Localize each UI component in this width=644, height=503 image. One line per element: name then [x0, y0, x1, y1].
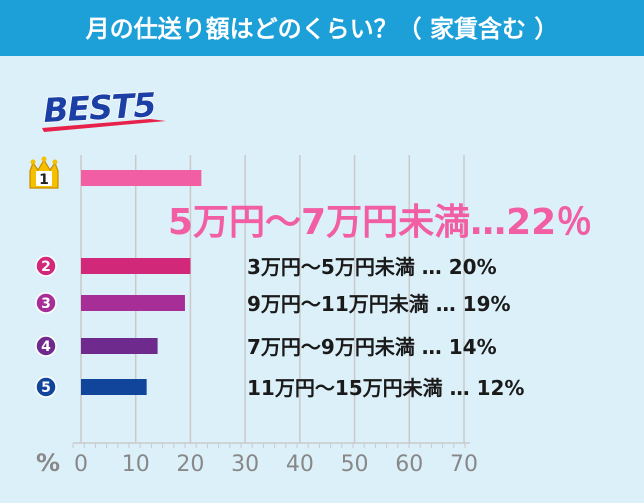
chart-title: 月の仕送り額はどのくらい？（ 家賃含む ）: [85, 15, 559, 43]
crown-icon: 1: [29, 156, 59, 189]
numbered-circle-icon: [35, 292, 57, 314]
x-tick-label: 60: [395, 452, 423, 477]
bar: [81, 379, 147, 395]
bar: [81, 338, 158, 354]
bar: [81, 295, 185, 311]
x-tick-label: 30: [231, 452, 259, 477]
x-axis-label: %: [36, 449, 60, 477]
title-banner: [0, 0, 644, 56]
x-tick-label: 50: [341, 452, 369, 477]
rank-markers: 1 2 3 4 5: [29, 156, 59, 398]
best5-underline: [42, 119, 166, 132]
rank-badge: 5: [35, 376, 57, 398]
x-tick-label: 10: [122, 452, 150, 477]
rank-badge: 3: [35, 292, 57, 314]
value-label: 7万円～9万円未満 … 14%: [247, 335, 497, 359]
x-tick-label: 70: [450, 452, 478, 477]
x-axis-ticks: 0 10 20 30 40 50 60 70: [74, 452, 478, 477]
bars: [81, 170, 202, 395]
rank-badge: 2: [35, 255, 57, 277]
best5-badge: BEST5: [42, 84, 166, 132]
top-value-label: 5万円～7万円未満…22％: [168, 202, 592, 243]
numbered-circle-icon: [35, 335, 57, 357]
value-label: 9万円～11万円未満 … 19%: [247, 292, 511, 316]
best5-label: BEST5: [42, 85, 156, 130]
rank-number: 5: [41, 380, 51, 396]
numbered-circle-icon: [35, 255, 57, 277]
value-label: 3万円～5万円未満 … 20%: [247, 255, 497, 279]
x-tick-label: 20: [176, 452, 204, 477]
bar: [81, 170, 202, 186]
bar: [81, 258, 191, 274]
value-label: 11万円～15万円未満 … 12%: [247, 376, 524, 400]
plot-background: [0, 56, 644, 503]
numbered-circle-icon: [35, 376, 57, 398]
rank-number: 2: [41, 259, 51, 275]
value-labels: 5万円～7万円未満…22％ 3万円～5万円未満 … 20% 9万円～11万円未満 ……: [168, 202, 592, 400]
rank-number: 1: [39, 172, 49, 188]
x-tick-label: 0: [74, 452, 88, 477]
rank-badge: 4: [35, 335, 57, 357]
rank-number: 3: [41, 296, 51, 312]
rank-number: 4: [41, 339, 51, 355]
x-tick-label: 40: [286, 452, 314, 477]
